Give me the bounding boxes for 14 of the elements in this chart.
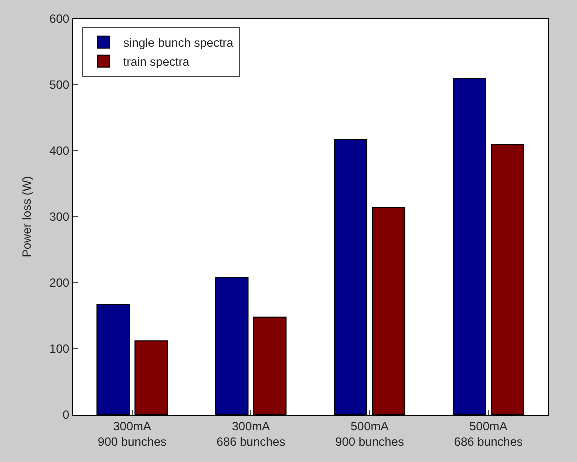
y-tick-label: 500	[50, 78, 70, 92]
y-tick-label: 400	[50, 144, 70, 158]
y-axis-title: Power loss (W)	[20, 176, 34, 258]
legend-label: single bunch spectra	[124, 36, 234, 50]
y-tick-label: 100	[50, 342, 70, 356]
x-tick-label: 500mA 900 bunches	[336, 419, 404, 449]
x-tick-label: 300mA 686 bunches	[216, 419, 286, 449]
y-tick-label: 600	[50, 12, 70, 26]
x-tick-label: 300mA 900 bunches	[98, 419, 167, 449]
x-tick-label: 500mA 686 bunches	[454, 419, 523, 449]
y-tick-label: 200	[50, 276, 70, 290]
legend-label: train spectra	[124, 55, 190, 70]
y-tick-label: 0	[62, 408, 70, 422]
y-tick-label: 300	[50, 210, 70, 224]
